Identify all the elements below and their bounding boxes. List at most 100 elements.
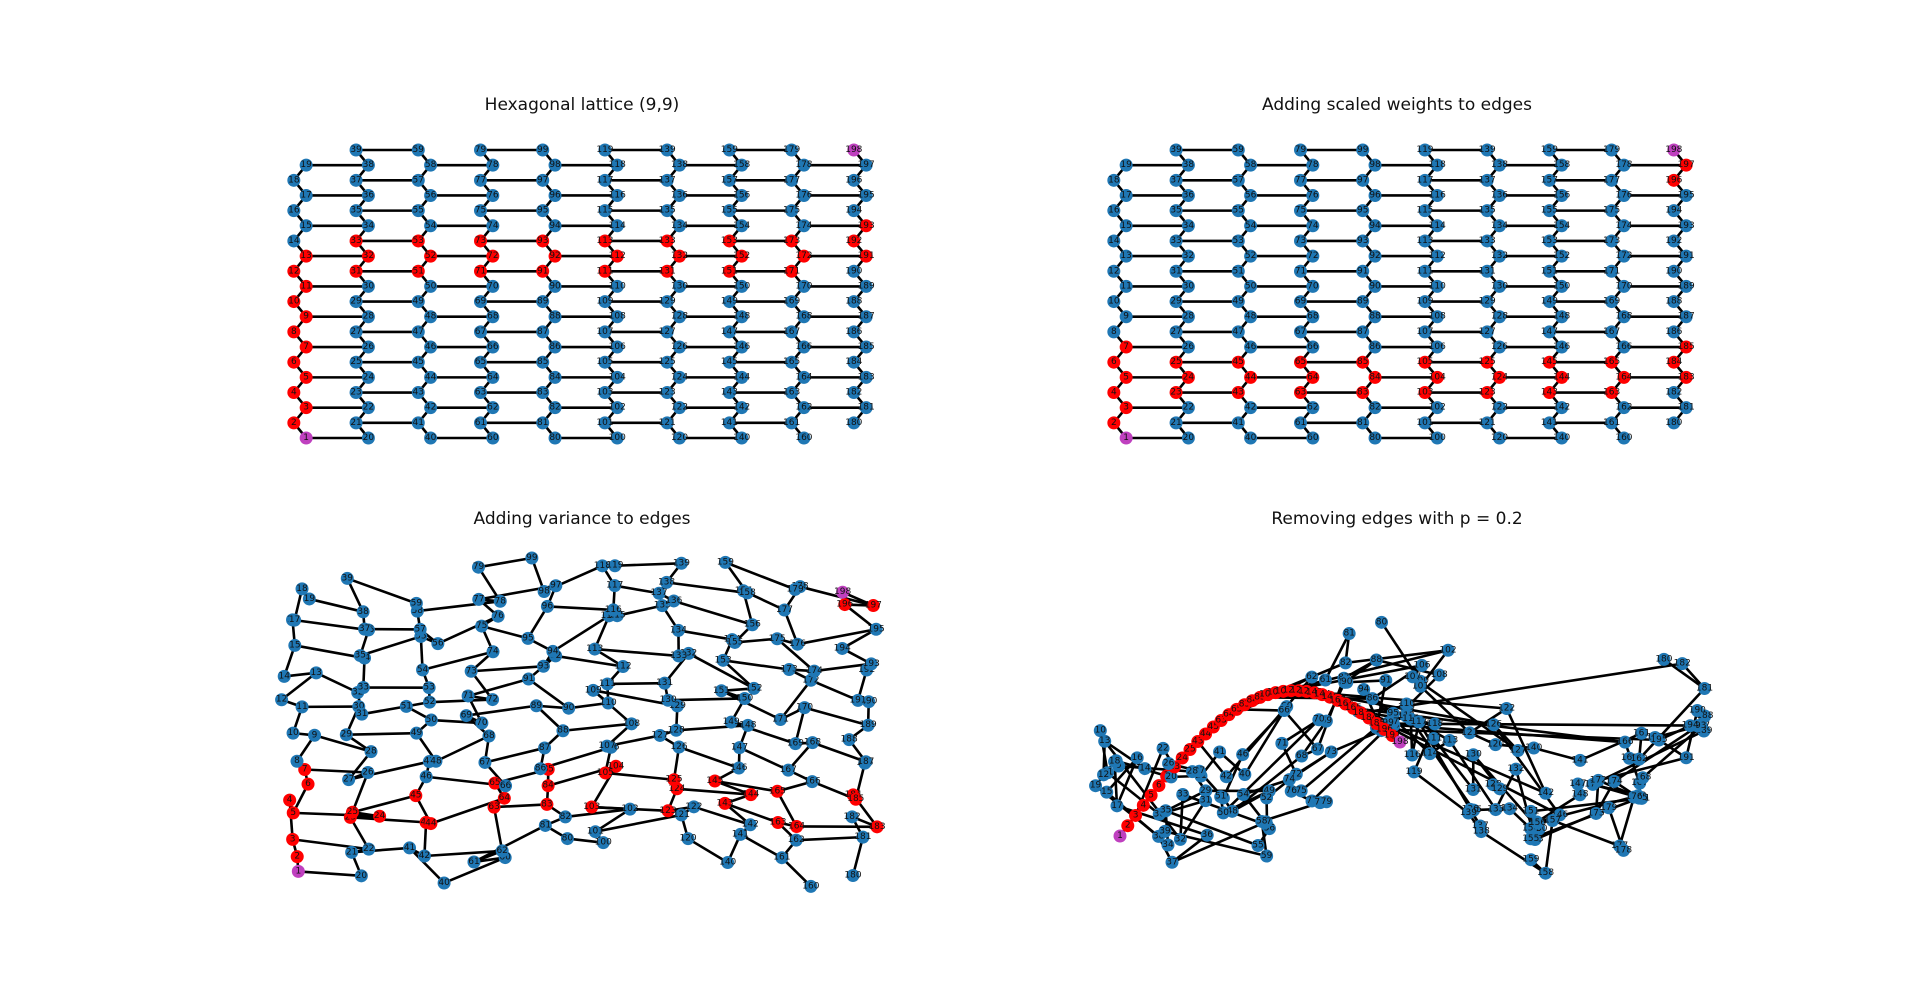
node-label: 152 [733, 251, 750, 261]
node-label: 196 [1376, 724, 1393, 734]
node-label: 50 [1245, 281, 1257, 291]
node-label: 58 [412, 606, 424, 616]
node-label: 29 [1200, 786, 1212, 796]
graph-node: 30 [361, 279, 375, 293]
graph-node: 192 [845, 234, 862, 248]
node-label: 39 [342, 573, 354, 583]
graph-node: 139 [1479, 143, 1496, 157]
node-label: 54 [1238, 790, 1250, 800]
graph-node: 24 [373, 809, 387, 823]
node-circle [424, 279, 438, 293]
node-label: 139 [673, 558, 690, 568]
node-label: 2 [291, 418, 297, 428]
node-circle [472, 592, 486, 606]
node-label: 40 [1245, 433, 1257, 443]
node-label: 91 [1380, 675, 1391, 685]
graph-node: 114 [1421, 747, 1439, 761]
node-circle [849, 792, 863, 806]
graph-node: 171 [1603, 264, 1620, 278]
graph-node: 133 [1479, 234, 1496, 248]
graph-node: 90 [1368, 279, 1382, 293]
graph-node: 56 [1244, 188, 1258, 202]
node-circle [1555, 370, 1569, 384]
node-circle [1492, 401, 1506, 415]
node-label: 26 [362, 767, 374, 777]
node-circle [486, 188, 500, 202]
node-circle [660, 355, 674, 369]
node-label: 26 [363, 342, 375, 352]
node-circle [1418, 143, 1432, 157]
graph-node: 145 [706, 774, 723, 788]
node-circle [291, 864, 305, 878]
graph-node: 73 [474, 234, 488, 248]
node-label: 16 [1108, 206, 1120, 216]
graph-node: 181 [858, 401, 875, 415]
node-label: 169 [1603, 297, 1620, 307]
graph-node: 51 [1231, 264, 1245, 278]
node-circle [1636, 771, 1650, 785]
node-circle [1632, 752, 1646, 766]
node-circle [1524, 832, 1538, 846]
graph-node: 138 [1473, 825, 1490, 839]
node-label: 177 [1603, 175, 1620, 185]
graph-edge [595, 813, 682, 833]
graph-node: 158 [1537, 866, 1554, 880]
node-circle [785, 295, 799, 309]
graph-node: 76 [1306, 188, 1320, 202]
node-label: 52 [1245, 251, 1256, 261]
graph-node: 155 [721, 204, 738, 218]
node-circle [1657, 652, 1671, 666]
graph-node: 163 [1603, 386, 1620, 400]
graph-node: 156 [1529, 816, 1546, 830]
node-circle [1294, 355, 1308, 369]
graph-node: 113 [596, 234, 614, 248]
graph-node: 87 [1356, 325, 1370, 339]
node-circle [1294, 325, 1308, 339]
node-label: 74 [1284, 775, 1296, 785]
node-circle [598, 173, 612, 187]
graph-edge [810, 679, 859, 702]
node-label: 132 [671, 251, 688, 261]
node-label: 21 [350, 418, 361, 428]
node-label: 105 [596, 357, 613, 367]
node-circle [610, 340, 624, 354]
node-label: 70 [1307, 281, 1319, 291]
node-label: 192 [1665, 236, 1682, 246]
node-label: 142 [733, 403, 750, 413]
node-circle [735, 401, 749, 415]
node-label: 79 [1295, 145, 1307, 155]
panel-removed-edges: Removing edges with p = 0.2 123456789101… [960, 491, 1920, 983]
graph-node: 18 [287, 173, 301, 187]
graph-node: 174 [1615, 219, 1633, 233]
graph-node: 46 [1236, 748, 1250, 762]
node-circle [474, 295, 488, 309]
node-label: 77 [475, 175, 486, 185]
node-circle [660, 204, 674, 218]
node-label: 70 [487, 281, 499, 291]
graph-node: 118 [1429, 158, 1446, 172]
graph-node: 102 [1439, 643, 1457, 657]
node-circle [1546, 813, 1560, 827]
node-label: 153 [715, 655, 732, 665]
graph-node: 181 [854, 830, 872, 844]
node-circle [859, 340, 873, 354]
node-label: 193 [858, 221, 875, 231]
node-circle [785, 264, 799, 278]
graph-node: 131 [1465, 783, 1482, 797]
node-label: 112 [614, 662, 631, 672]
node-circle [1415, 658, 1429, 672]
node-label: 11 [300, 281, 311, 291]
node-label: 15 [300, 221, 311, 231]
node-circle [1679, 188, 1693, 202]
graph-node: 22 [1156, 741, 1170, 755]
node-label: 145 [706, 776, 723, 786]
graph-edge [1222, 754, 1244, 799]
graph-node: 166 [795, 340, 813, 354]
graph-node: 150 [736, 691, 754, 705]
node-circle [1542, 204, 1556, 218]
node-circle [1492, 370, 1506, 384]
node-circle [1430, 158, 1444, 172]
graph-node: 163 [783, 386, 800, 400]
node-circle [1555, 158, 1569, 172]
graph-hexagonal-lattice: 1234567891011121314151617181920212223242… [287, 143, 875, 445]
